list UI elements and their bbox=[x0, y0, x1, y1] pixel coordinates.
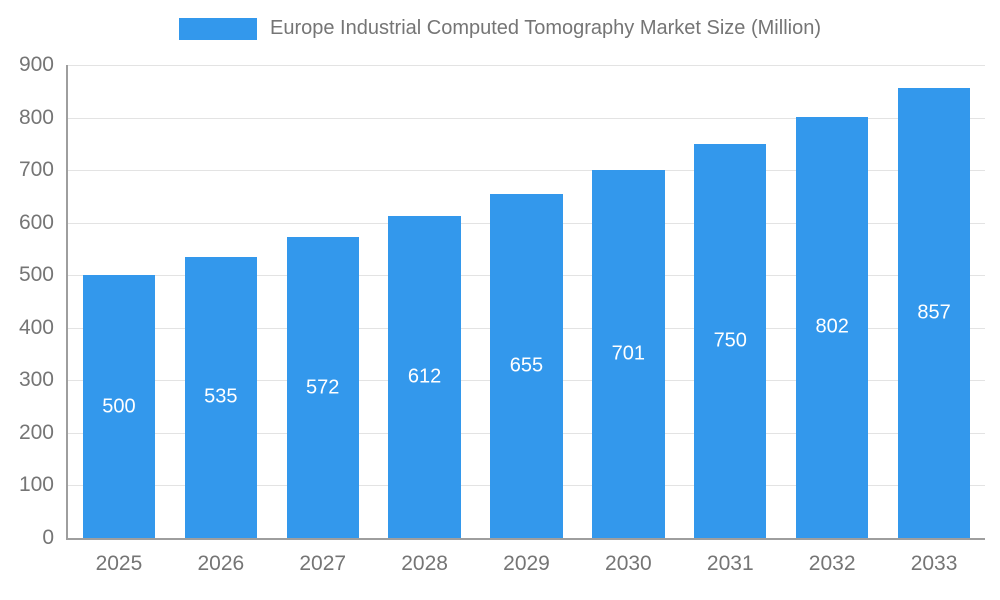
bar: 500 bbox=[82, 275, 156, 538]
y-axis-tick-label: 800 bbox=[18, 105, 54, 129]
y-axis-tick-label: 500 bbox=[18, 263, 54, 287]
x-axis-tick-label: 2027 bbox=[299, 552, 347, 575]
gridline bbox=[68, 170, 985, 172]
bar-value-label: 701 bbox=[611, 342, 646, 365]
bar-value-label: 535 bbox=[204, 385, 238, 408]
bar-value-label: 500 bbox=[102, 395, 136, 418]
bar-value-label: 857 bbox=[917, 301, 951, 324]
bar-value-label: 802 bbox=[815, 315, 849, 338]
chart-legend[interactable]: Europe Industrial Computed Tomography Ma… bbox=[0, 17, 1000, 40]
bar-value-label: 750 bbox=[713, 329, 747, 352]
legend-swatch bbox=[179, 17, 257, 40]
x-axis-tick-label: 2028 bbox=[401, 552, 448, 575]
y-axis-tick-label: 600 bbox=[18, 210, 54, 234]
gridline bbox=[68, 117, 985, 119]
bar: 572 bbox=[286, 237, 359, 538]
bar-value-label: 572 bbox=[306, 376, 340, 399]
plot-area: 0 100 200 300 400 500 600 700 800 900 500 535 572 61… bbox=[19, 53, 985, 575]
x-axis-tick-label: 2025 bbox=[95, 552, 143, 575]
bar: 857 bbox=[897, 87, 971, 538]
bar: 750 bbox=[694, 143, 767, 538]
bar-value-label: 612 bbox=[407, 365, 442, 388]
bar: 655 bbox=[490, 193, 563, 538]
y-axis-tick-label: 300 bbox=[18, 368, 54, 392]
bar: 535 bbox=[184, 256, 257, 538]
y-axis-tick-label: 0 bbox=[42, 526, 54, 549]
bar: 701 bbox=[592, 169, 665, 538]
bar: 802 bbox=[795, 116, 869, 538]
x-axis-tick-label: 2033 bbox=[910, 552, 958, 575]
bar-value-label: 655 bbox=[509, 354, 544, 377]
x-axis-tick-label: 2031 bbox=[706, 552, 754, 575]
chart-title: Europe Industrial Computed Tomography Ma… bbox=[270, 17, 821, 39]
y-axis-tick-label: 400 bbox=[18, 315, 54, 339]
x-axis-tick-label: 2026 bbox=[197, 552, 245, 575]
y-axis-tick-label: 900 bbox=[18, 53, 54, 76]
gridline bbox=[68, 65, 985, 66]
x-axis-tick-label: 2030 bbox=[605, 552, 652, 575]
y-axis-tick-label: 200 bbox=[18, 420, 54, 444]
y-axis-tick-label: 700 bbox=[18, 158, 54, 182]
x-axis-tick-label: 2032 bbox=[808, 552, 856, 575]
y-axis-tick-label: 100 bbox=[18, 473, 54, 497]
bar: 612 bbox=[388, 216, 461, 538]
x-axis-tick-label: 2029 bbox=[503, 552, 550, 575]
